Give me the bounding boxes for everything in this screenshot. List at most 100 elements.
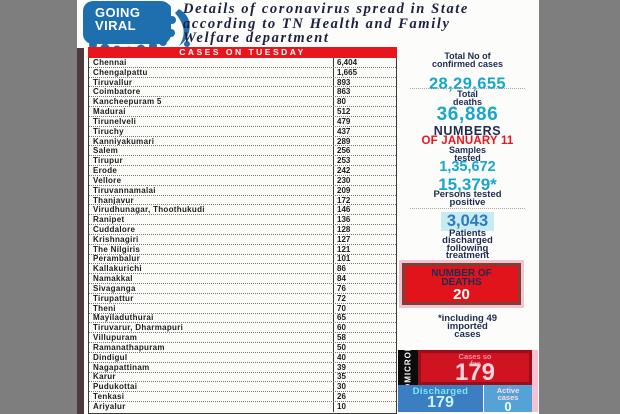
content-area: GOING VIRAL Details of coronavirus sprea… [77,0,539,414]
cases-so-far-label: Cases so far [458,352,492,368]
omicron-vertical-bar: OMICRON [398,344,418,391]
district-cases: 39 [333,363,396,372]
table-row: Kallakurichi 86 [89,264,396,275]
table-row: Tiruchy 437 [89,127,396,137]
district-name: Tenkasi [93,392,125,401]
district-name: Tiruvallur [93,77,133,87]
pink-edge-strip [532,350,538,412]
district-cases: 242 [333,166,396,175]
table-row: Krishnagiri 127 [89,235,396,245]
district-name: Tirupattur [93,293,134,303]
right-panel: Total No of confirmed cases 28,29,655 To… [398,0,538,414]
district-cases: 230 [333,176,396,185]
table-row: Tirupur 253 [89,156,396,167]
omicron-label: OMICRON [403,344,413,391]
district-name: Erode [93,166,118,175]
dotted-divider [410,88,525,89]
district-name: Kanniyakumari [93,136,155,146]
district-cases: 209 [333,186,396,195]
district-name: Karur [93,372,116,382]
cases-table: Chennai 6,404 Chengalpattu 1,665 Tiruval… [88,58,397,414]
table-row: Madurai 512 [89,107,396,117]
table-row: Chengalpattu 1,665 [89,68,396,78]
district-cases: 72 [333,294,396,303]
table-row: Karur 35 [89,372,396,383]
table-row: Ramanathapuram 50 [89,343,396,353]
table-row: Pudukottai 30 [89,382,396,393]
district-cases: 256 [333,146,396,155]
table-row: Tiruvallur 893 [89,78,396,88]
going-viral-label: GOING VIRAL [95,5,141,33]
table-row: Cuddalore 128 [89,225,396,235]
district-name: Salem [93,146,119,156]
total-deaths-label: Total deaths [452,89,482,107]
district-name: Namakkal [93,274,133,284]
cases-on-tuesday-header: CASES ON TUESDAY [88,47,397,58]
district-cases: 101 [333,254,396,263]
district-cases: 479 [333,117,396,126]
confirmed-cases-label: Total No of confirmed cases [431,51,504,69]
table-row: Nagapattinam 39 [89,363,396,373]
district-cases: 76 [333,284,396,293]
table-row: Perambalur 101 [89,254,396,265]
district-cases: 136 [333,215,396,224]
district-cases: 58 [333,333,396,342]
district-name: Kallakurichi [93,264,142,274]
cases-table-body: Chennai 6,404 Chengalpattu 1,665 Tiruval… [89,58,396,412]
district-name: Chennai [93,58,127,67]
district-name: Tirupur [93,156,123,166]
district-cases: 86 [333,264,396,273]
district-cases: 253 [333,156,396,165]
district-name: Chengalpattu [93,67,148,77]
table-row: Chennai 6,404 [89,58,396,68]
district-name: Dindigul [93,352,128,362]
table-row: Mayiladuthurai 65 [89,313,396,324]
district-name: Ranipet [93,215,125,225]
district-cases: 50 [333,343,396,352]
district-name: Ramanathapuram [93,343,165,352]
district-name: Virudhunagar, Thoothukudi [93,205,205,215]
number-of-deaths-label: NUMBER OF DEATHS [431,268,492,288]
district-cases: 10 [333,401,396,412]
district-cases: 127 [333,235,396,244]
discharged-label: Discharged [412,386,469,397]
page-title: Details of coronavirus spread in State a… [183,2,469,46]
table-row: Villupuram 58 [89,333,396,344]
cases-so-far-value: 179 [454,359,496,386]
district-cases: 1,665 [333,68,396,77]
positive-label: Persons tested positive [433,189,502,208]
district-cases: 6,404 [333,58,396,67]
table-row: The Nilgiris 121 [89,245,396,255]
total-deaths-value: 36,886 [436,104,499,125]
district-name: Tiruchy [93,126,124,136]
positive-value: 15,379* [438,175,497,194]
district-cases: 172 [333,196,396,205]
district-cases: 146 [333,205,396,214]
district-name: Nagapattinam [93,362,150,372]
table-row: Tenkasi 26 [89,392,396,402]
number-of-deaths-box: NUMBER OF DEATHS 20 [402,263,521,305]
numbers-title: NUMBERS [433,124,502,138]
table-row: Tiruvarur, Dharmapuri 60 [89,323,396,334]
omicron-active-box: Active cases 0 [484,385,532,413]
table-row: Ranipet 136 [89,215,396,226]
district-name: Kancheepuram 5 [93,97,162,107]
district-cases: 289 [333,137,396,146]
number-of-deaths-value: 20 [453,286,470,303]
samples-tested-value: 1,35,672 [439,159,496,175]
district-name: Thanjavur [93,195,134,205]
district-cases: 512 [333,107,396,116]
table-row: Kanniyakumari 289 [89,137,396,147]
district-name: The Nilgiris [93,244,141,254]
district-cases: 437 [333,127,396,136]
district-name: Madurai [93,107,126,116]
table-row: Kancheepuram 5 80 [89,97,396,108]
table-row: Tirunelveli 479 [89,117,396,127]
district-cases: 60 [333,323,396,332]
district-name: Sivaganga [93,284,136,293]
district-cases: 26 [333,392,396,401]
headline-line-2: according to TN Health and Family [183,15,451,32]
table-row: Coimbatore 863 [89,87,396,98]
table-row: Tirupattur 72 [89,294,396,304]
district-cases: 40 [333,353,396,362]
